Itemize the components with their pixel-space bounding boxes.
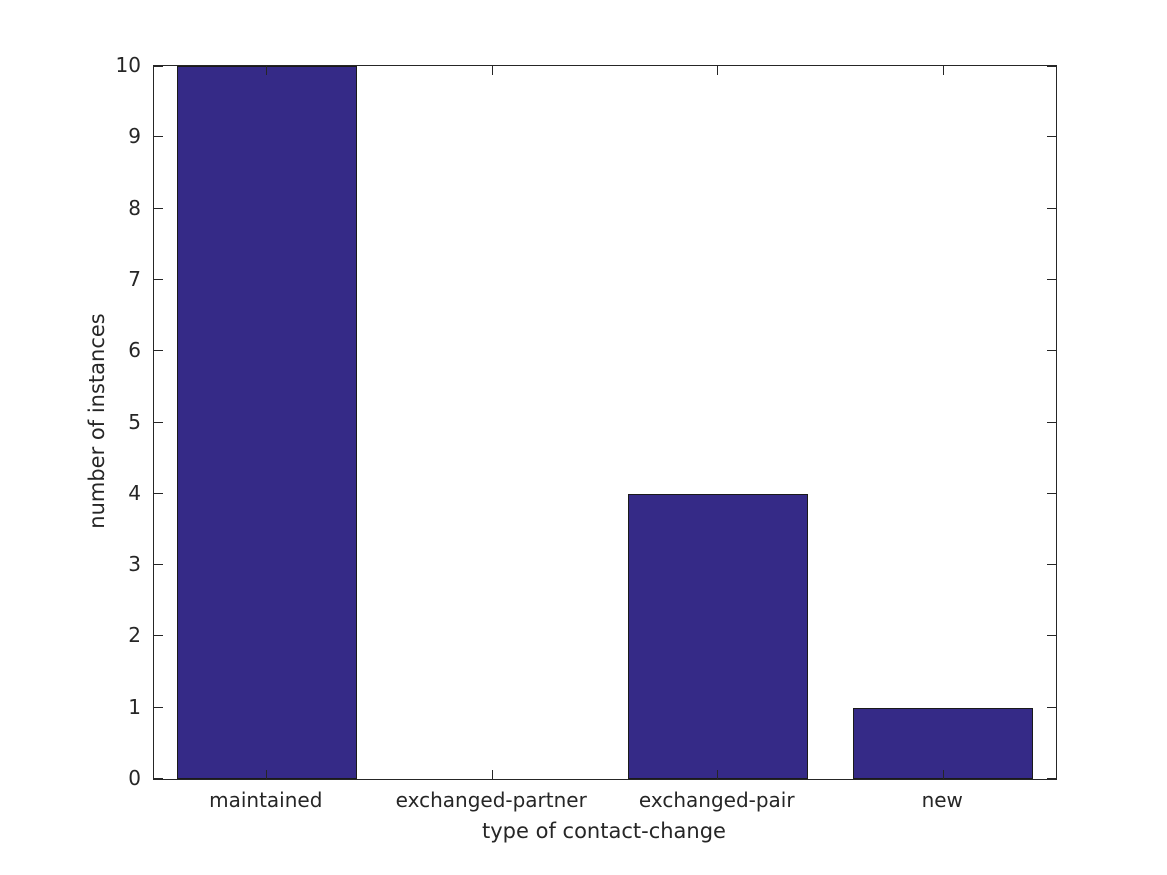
y-tick-label: 5 <box>128 409 141 434</box>
y-tick-mark <box>1047 421 1056 423</box>
y-tick-mark <box>154 778 163 779</box>
x-tick-mark <box>942 66 944 75</box>
x-tick-mark <box>266 66 268 75</box>
y-tick-mark <box>154 278 163 280</box>
y-tick-label: 9 <box>128 124 141 149</box>
x-tick-label: new <box>921 788 963 812</box>
plot-area <box>153 65 1057 780</box>
y-tick-mark <box>1047 778 1056 779</box>
y-tick-mark <box>1047 706 1056 708</box>
x-axis-label: type of contact-change <box>482 819 726 843</box>
y-tick-mark <box>154 207 163 209</box>
x-tick-label: exchanged-pair <box>638 788 795 812</box>
y-tick-mark <box>154 421 163 423</box>
y-tick-mark <box>154 492 163 494</box>
x-tick-label: exchanged-partner <box>395 788 587 812</box>
y-tick-mark <box>1047 492 1056 494</box>
y-tick-mark <box>154 564 163 566</box>
x-tick-mark <box>266 770 268 779</box>
y-tick-label: 1 <box>128 694 141 719</box>
y-tick-mark <box>1047 207 1056 209</box>
y-tick-label: 10 <box>115 53 141 77</box>
y-tick-mark <box>154 66 163 67</box>
y-tick-mark <box>1047 635 1056 637</box>
x-tick-mark <box>717 66 719 75</box>
x-tick-label: maintained <box>209 788 323 812</box>
y-tick-label: 0 <box>128 766 141 790</box>
bar-new <box>853 707 1034 779</box>
y-tick-label: 8 <box>128 195 141 220</box>
y-tick-mark <box>1047 278 1056 280</box>
x-tick-mark <box>717 770 719 779</box>
y-tick-label: 6 <box>128 338 141 363</box>
y-tick-mark <box>154 136 163 138</box>
bar-maintained <box>176 66 357 779</box>
x-tick-mark <box>491 770 493 779</box>
y-tick-label: 4 <box>128 480 141 505</box>
y-tick-mark <box>154 706 163 708</box>
y-tick-mark <box>1047 66 1056 67</box>
y-tick-mark <box>1047 350 1056 352</box>
y-tick-mark <box>154 635 163 637</box>
y-tick-mark <box>1047 564 1056 566</box>
y-tick-label: 2 <box>128 623 141 648</box>
y-tick-label: 3 <box>128 552 141 577</box>
y-tick-mark <box>154 350 163 352</box>
bar-exchanged-pair <box>627 493 808 779</box>
y-tick-label: 7 <box>128 266 141 291</box>
y-tick-mark <box>1047 136 1056 138</box>
x-tick-mark <box>942 770 944 779</box>
x-tick-mark <box>491 66 493 75</box>
